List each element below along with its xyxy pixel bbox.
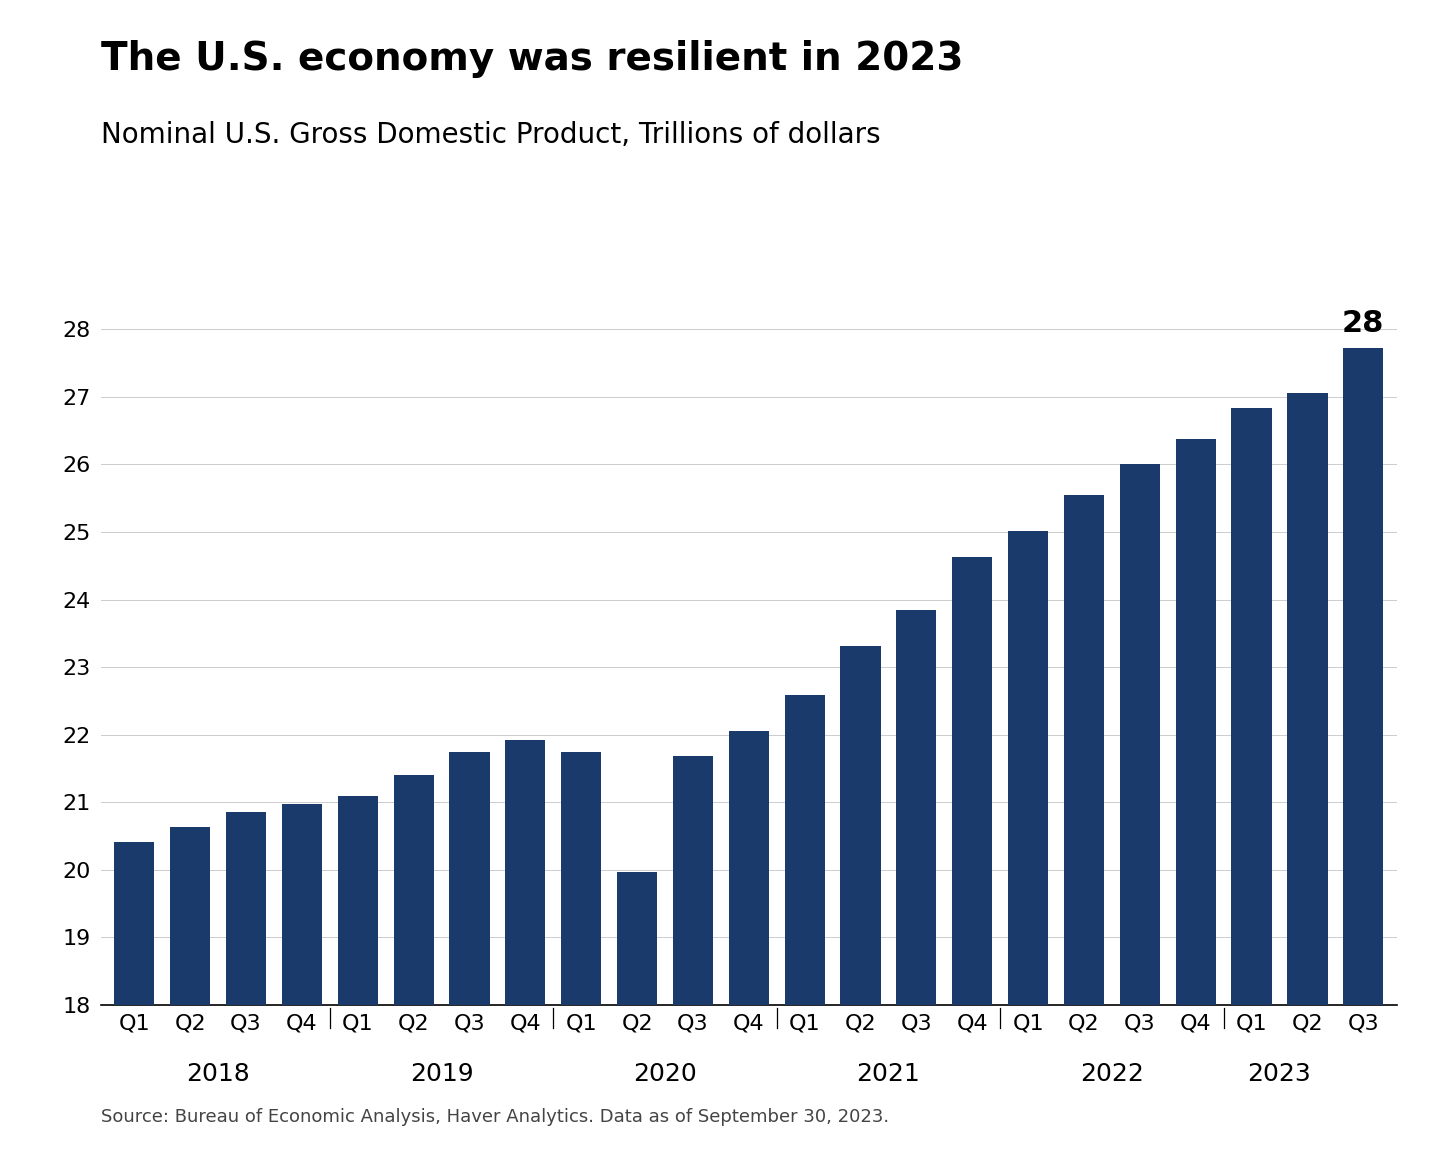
Text: Nominal U.S. Gross Domestic Product, Trillions of dollars: Nominal U.S. Gross Domestic Product, Tri…: [101, 121, 880, 149]
Bar: [1231, 409, 1272, 1155]
Bar: [1175, 439, 1215, 1155]
Bar: [505, 740, 546, 1155]
Bar: [170, 827, 210, 1155]
Bar: [1287, 394, 1328, 1155]
Text: Source: Bureau of Economic Analysis, Haver Analytics. Data as of September 30, 2: Source: Bureau of Economic Analysis, Hav…: [101, 1108, 888, 1126]
Bar: [952, 557, 992, 1155]
Text: 2018: 2018: [186, 1063, 251, 1086]
Bar: [1064, 495, 1104, 1155]
Bar: [1008, 530, 1048, 1155]
Text: 2019: 2019: [410, 1063, 474, 1086]
Bar: [729, 731, 769, 1155]
Bar: [1120, 464, 1161, 1155]
Bar: [841, 646, 881, 1155]
Bar: [896, 610, 936, 1155]
Bar: [1344, 348, 1384, 1155]
Bar: [393, 775, 433, 1155]
Bar: [337, 796, 377, 1155]
Text: 2021: 2021: [857, 1063, 920, 1086]
Text: 2020: 2020: [634, 1063, 697, 1086]
Bar: [616, 872, 657, 1155]
Bar: [449, 752, 490, 1155]
Text: 28: 28: [1342, 310, 1384, 338]
Bar: [282, 804, 323, 1155]
Bar: [785, 695, 825, 1155]
Text: The U.S. economy was resilient in 2023: The U.S. economy was resilient in 2023: [101, 40, 963, 79]
Text: 2022: 2022: [1080, 1063, 1143, 1086]
Bar: [562, 752, 602, 1155]
Text: 2023: 2023: [1247, 1063, 1312, 1086]
Bar: [114, 842, 154, 1155]
Bar: [226, 812, 266, 1155]
Bar: [672, 755, 713, 1155]
